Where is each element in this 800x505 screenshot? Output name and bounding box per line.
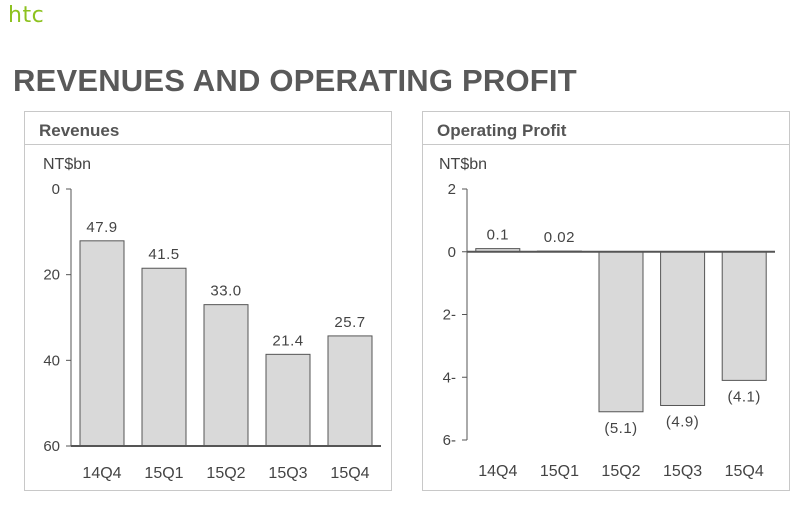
x-category-label: 15Q1 bbox=[144, 465, 183, 482]
x-category-label: 15Q1 bbox=[540, 463, 579, 480]
bar-value-label: 0.02 bbox=[544, 229, 575, 246]
bar bbox=[265, 353, 311, 447]
bar bbox=[141, 267, 187, 447]
bar-value-label: (4.1) bbox=[728, 388, 761, 405]
y-tick-label: 60 bbox=[43, 438, 60, 455]
bar-value-label: 21.4 bbox=[272, 332, 303, 349]
x-category-label: 15Q3 bbox=[268, 465, 307, 482]
bar-value-label: 33.0 bbox=[210, 283, 241, 300]
x-category-label: 15Q3 bbox=[663, 463, 702, 480]
bar-value-label: 25.7 bbox=[334, 314, 365, 331]
y-unit-label: NT$bn bbox=[43, 156, 91, 173]
x-category-label: 14Q4 bbox=[82, 465, 121, 482]
bar bbox=[660, 251, 706, 406]
page-title: REVENUES AND OPERATING PROFIT bbox=[13, 63, 577, 98]
x-category-label: 15Q2 bbox=[601, 463, 640, 480]
bar-value-label: 47.9 bbox=[86, 219, 117, 236]
revenues-panel-title: Revenues bbox=[25, 112, 391, 145]
x-category-label: 14Q4 bbox=[478, 463, 517, 480]
bar-value-label: 0.1 bbox=[487, 227, 509, 244]
bar bbox=[79, 240, 125, 447]
operating-profit-panel-title: Operating Profit bbox=[423, 112, 789, 145]
y-tick-label: 0 bbox=[52, 181, 60, 198]
revenues-panel: Revenues NT$bn 0 20 40 60 47.9 14Q4 41.5 15Q1 33.… bbox=[24, 111, 392, 491]
revenues-chart: NT$bn 0 20 40 60 47.9 14Q4 41.5 15Q1 33.0 15Q2 21.4… bbox=[43, 156, 381, 482]
bar bbox=[721, 251, 767, 381]
bar-value-label: (4.9) bbox=[666, 413, 699, 430]
y-tick-label: 4- bbox=[443, 369, 456, 386]
y-tick-label: 2 bbox=[448, 181, 456, 198]
bar-value-label: 41.5 bbox=[148, 246, 179, 263]
bar bbox=[327, 335, 373, 447]
bar-value-label: (5.1) bbox=[604, 420, 637, 437]
x-category-label: 15Q4 bbox=[725, 463, 764, 480]
y-tick-label: 2- bbox=[443, 307, 456, 324]
bar bbox=[203, 304, 249, 447]
x-category-label: 15Q4 bbox=[330, 465, 369, 482]
y-tick-label: 0 bbox=[448, 244, 456, 261]
operating-profit-chart: NT$bn 2 0 2- 4- 6- 0.1 14Q4 0.02 15Q1 (5.1) 15Q2 (4.… bbox=[439, 156, 775, 480]
y-unit-label: NT$bn bbox=[439, 156, 487, 173]
bar bbox=[598, 251, 644, 413]
operating-profit-panel: Operating Profit NT$bn 2 0 2- 4- 6- 0.1 14Q4 0.0… bbox=[422, 111, 790, 491]
y-tick-label: 20 bbox=[43, 267, 60, 284]
y-tick-label: 6- bbox=[443, 432, 456, 449]
x-category-label: 15Q2 bbox=[206, 465, 245, 482]
y-tick-label: 40 bbox=[43, 352, 60, 369]
htc-logo: htc bbox=[8, 3, 45, 28]
